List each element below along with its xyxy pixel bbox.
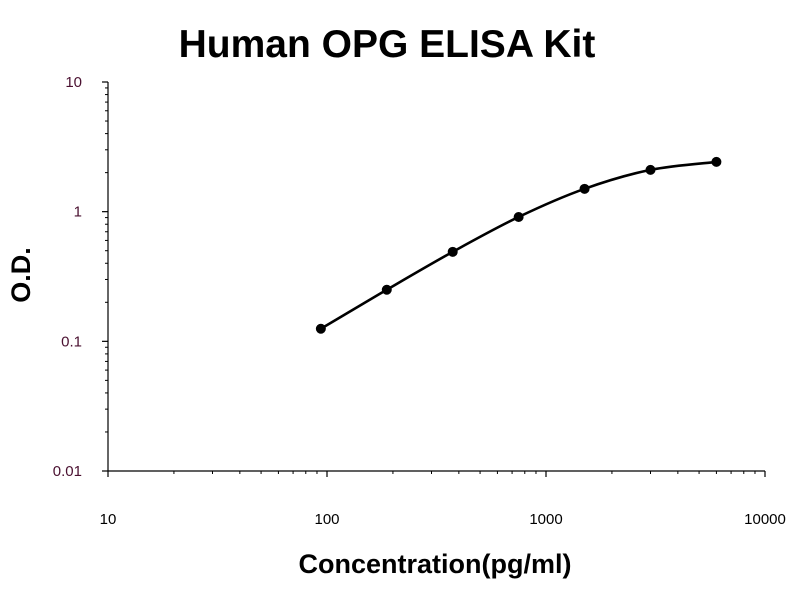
y-axis-label: O.D.: [6, 247, 36, 303]
data-point: [447, 246, 458, 257]
y-tick-label: 1: [74, 204, 82, 221]
data-point: [513, 211, 524, 222]
data-point: [381, 284, 392, 295]
data-point: [315, 323, 326, 334]
x-tick-label: 1000: [529, 511, 562, 528]
x-tick-label: 10000: [744, 511, 786, 528]
chart-title: Human OPG ELISA Kit: [179, 23, 596, 66]
y-tick-label: 10: [65, 74, 82, 91]
x-axis-label: Concentration(pg/ml): [299, 549, 572, 579]
data-point: [579, 183, 590, 194]
x-tick-label: 10: [100, 511, 117, 528]
series-line: [320, 160, 717, 330]
y-tick-label: 0.1: [61, 333, 82, 350]
data-point: [645, 164, 656, 175]
y-tick-label: 0.01: [53, 463, 82, 480]
x-tick-label: 100: [314, 511, 339, 528]
plot-area: 0.01 0.1 1 10 10 100 1000 10000: [53, 74, 786, 528]
data-point: [711, 156, 722, 167]
